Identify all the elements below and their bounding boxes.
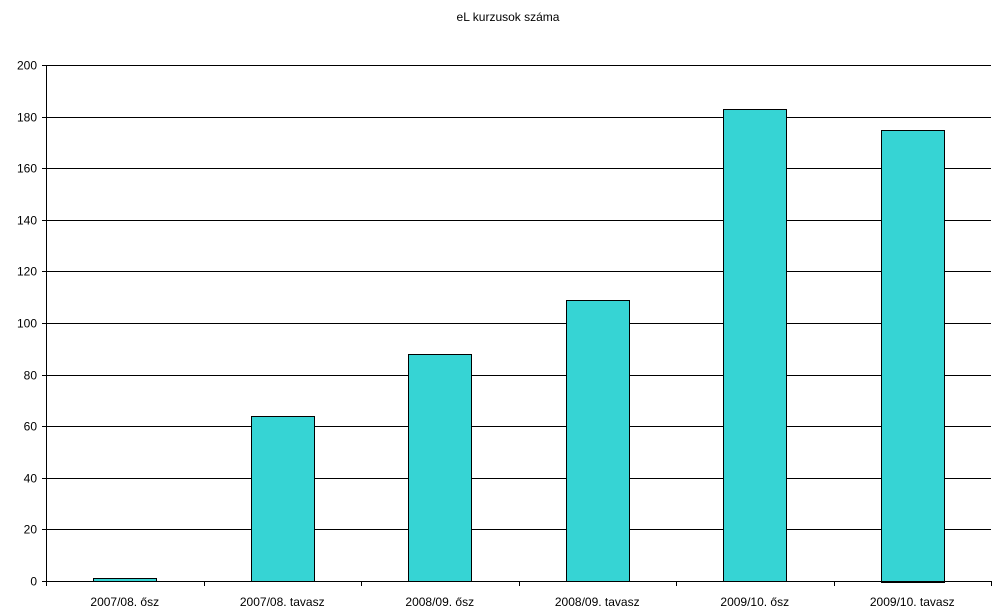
- x-tick-label: 2007/08. tavasz: [240, 595, 325, 608]
- y-tick-label: 80: [24, 369, 38, 383]
- y-tick-label: 100: [17, 317, 37, 331]
- y-tick-label: 0: [30, 575, 37, 589]
- y-tick-label: 60: [24, 420, 38, 434]
- gridlines: [46, 65, 991, 530]
- bar: [566, 300, 630, 582]
- axes: [46, 65, 992, 586]
- y-tick-label: 140: [17, 214, 37, 228]
- y-tick-label: 200: [17, 59, 37, 73]
- y-tick-label: 120: [17, 265, 37, 279]
- x-tick-label: 2008/09. ősz: [405, 595, 474, 608]
- bars: [93, 109, 945, 583]
- bar: [723, 109, 787, 582]
- y-tick-label: 180: [17, 111, 37, 125]
- x-tick-label: 2009/10. ősz: [720, 595, 789, 608]
- x-tick-label: 2007/08. ősz: [90, 595, 159, 608]
- y-axis-ticks: 0 20 40 60 80 100 120 140 160 180 200: [17, 59, 46, 589]
- x-axis-labels: 2007/08. ősz 2007/08. tavasz 2008/09. ősz 2…: [90, 595, 954, 608]
- bar: [408, 354, 472, 582]
- bar: [881, 130, 945, 583]
- y-tick-label: 20: [24, 523, 38, 537]
- y-tick-label: 40: [24, 472, 38, 486]
- x-tick-label: 2008/09. tavasz: [555, 595, 640, 608]
- y-tick-label: 160: [17, 162, 37, 176]
- bar: [251, 416, 315, 582]
- chart-title: eL kurzusok száma: [457, 10, 560, 24]
- x-tick-label: 2009/10. tavasz: [870, 595, 955, 608]
